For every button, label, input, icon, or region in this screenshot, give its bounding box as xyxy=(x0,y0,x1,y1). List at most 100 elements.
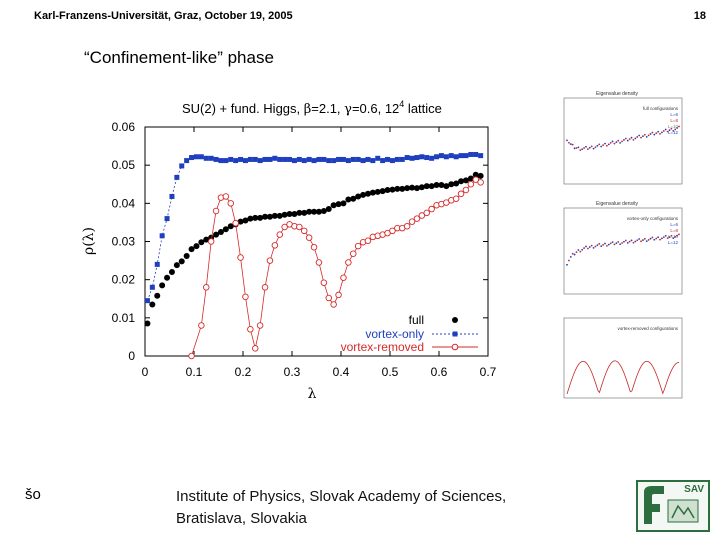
full-point xyxy=(384,186,391,193)
vortex-only-point xyxy=(296,156,302,162)
legend-label-vortex-only: vortex-only xyxy=(365,327,424,341)
vortex-only-point xyxy=(174,174,180,180)
x-tick-label: 0.5 xyxy=(382,365,399,379)
thumb-point xyxy=(596,244,599,247)
thumb-point xyxy=(621,242,623,244)
thumb-point xyxy=(566,263,568,266)
vortex-removed-point xyxy=(364,237,372,244)
vortex-removed-point xyxy=(315,259,323,266)
thumb-point xyxy=(617,139,620,142)
vortex-removed-point xyxy=(467,180,475,188)
vortex-only-point xyxy=(414,155,420,161)
vortex-only-point xyxy=(208,155,214,161)
vortex-only-point xyxy=(149,284,155,290)
vortex-removed-point xyxy=(232,219,239,227)
vortex-removed-point xyxy=(325,294,333,302)
full-point xyxy=(335,201,342,208)
full-point xyxy=(443,183,450,190)
vortex-removed-point xyxy=(472,176,480,183)
thumb-point xyxy=(566,139,568,142)
vortex-only-point xyxy=(468,151,474,157)
vortex-removed-point xyxy=(413,215,421,222)
full-point xyxy=(159,282,166,289)
full-point xyxy=(222,226,229,233)
thumb-point xyxy=(653,133,656,136)
full-point xyxy=(330,202,337,209)
thumb-point xyxy=(577,146,580,149)
vortex-removed-point xyxy=(452,195,460,203)
vortex-only-point xyxy=(203,155,209,161)
vortex-only-point xyxy=(213,156,219,162)
vortex-only-point xyxy=(458,153,464,159)
thumb-point xyxy=(617,241,620,243)
thumb-point xyxy=(678,233,680,236)
thumb-point xyxy=(657,236,660,239)
vortex-only-point xyxy=(350,156,356,162)
header-conference: Karl-Franzens-Universität, Graz, October… xyxy=(34,10,293,22)
full-point xyxy=(311,208,318,215)
thumb-point xyxy=(588,246,591,248)
full-point xyxy=(364,190,371,197)
vortex-removed-point xyxy=(310,243,318,251)
thumb-point xyxy=(662,130,665,132)
thumb-point xyxy=(624,239,627,242)
vortex-only-point xyxy=(159,233,165,239)
vortex-removed-point xyxy=(256,322,264,329)
vortex-only-point xyxy=(321,156,327,162)
full-point xyxy=(154,292,161,299)
thumb-point xyxy=(583,247,585,249)
vortex-only-point xyxy=(164,216,170,222)
thumb-point xyxy=(567,141,570,144)
full-point xyxy=(404,185,411,192)
thumb-point xyxy=(672,129,675,132)
thumb-point xyxy=(569,143,572,145)
full-point xyxy=(213,231,220,238)
thumb-point xyxy=(653,238,656,241)
vortex-removed-point xyxy=(389,227,396,235)
vortex-removed-point xyxy=(212,207,220,215)
footer-institute: Institute of Physics, Slovak Academy of … xyxy=(176,486,506,530)
thumb-point xyxy=(655,237,658,240)
thumb-point xyxy=(676,127,679,129)
vortex-only-point xyxy=(429,155,435,161)
thumb-point xyxy=(640,136,642,139)
full-point xyxy=(350,195,357,202)
thumb-label: L=10 xyxy=(668,124,679,129)
full-point xyxy=(389,186,396,193)
full-point xyxy=(462,177,469,184)
vortex-only-point xyxy=(316,156,322,162)
full-point xyxy=(379,188,386,195)
x-tick-label: 0.4 xyxy=(333,365,350,379)
vortex-only-point xyxy=(198,154,204,160)
thumb-point xyxy=(666,237,669,240)
thumb-point xyxy=(575,251,578,254)
legend-marker-full xyxy=(452,317,458,323)
thumb-point xyxy=(611,241,614,243)
thumb-point xyxy=(676,234,679,237)
vortex-removed-point xyxy=(320,279,328,286)
vortex-only-point xyxy=(291,158,297,164)
thumb-point xyxy=(605,144,608,147)
vortex-only-point xyxy=(434,154,440,160)
thumb-point xyxy=(630,239,633,242)
vortex-only-point xyxy=(282,156,288,162)
vortex-only-point xyxy=(301,158,307,164)
thumb-point xyxy=(621,140,623,143)
vortex-only-point xyxy=(238,156,244,162)
x-tick-label: 0.2 xyxy=(235,365,252,379)
vortex-only-point xyxy=(380,158,386,164)
vortex-removed-point xyxy=(261,284,269,291)
full-point xyxy=(266,213,273,220)
thumb-title-2: Eigenvalue density xyxy=(596,201,638,207)
thumb-frame-3 xyxy=(563,317,683,399)
thumb-point xyxy=(638,134,641,137)
vortex-only-point xyxy=(389,158,395,164)
thumb-point xyxy=(674,128,677,131)
thumb-point xyxy=(649,133,652,135)
thumb-point xyxy=(642,239,644,241)
full-point xyxy=(458,178,465,185)
full-point xyxy=(281,211,288,218)
thumb-label: vortex-only configurations xyxy=(627,216,679,221)
vortex-removed-point xyxy=(477,179,484,186)
